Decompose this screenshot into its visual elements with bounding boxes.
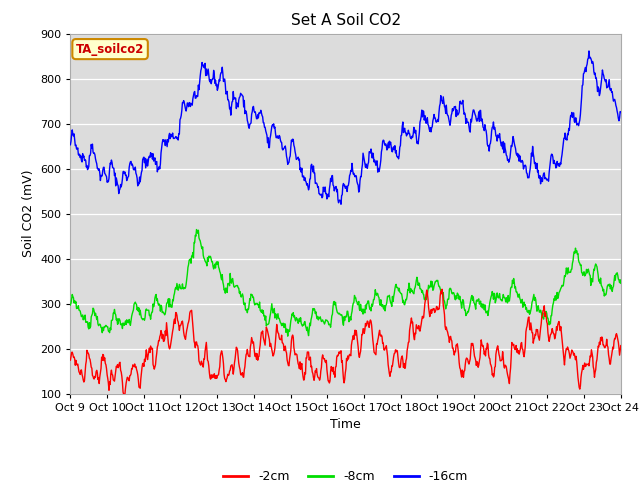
- X-axis label: Time: Time: [330, 418, 361, 431]
- Legend: -2cm, -8cm, -16cm: -2cm, -8cm, -16cm: [218, 465, 473, 480]
- Title: Set A Soil CO2: Set A Soil CO2: [291, 13, 401, 28]
- Text: TA_soilco2: TA_soilco2: [76, 43, 144, 56]
- Y-axis label: Soil CO2 (mV): Soil CO2 (mV): [22, 170, 35, 257]
